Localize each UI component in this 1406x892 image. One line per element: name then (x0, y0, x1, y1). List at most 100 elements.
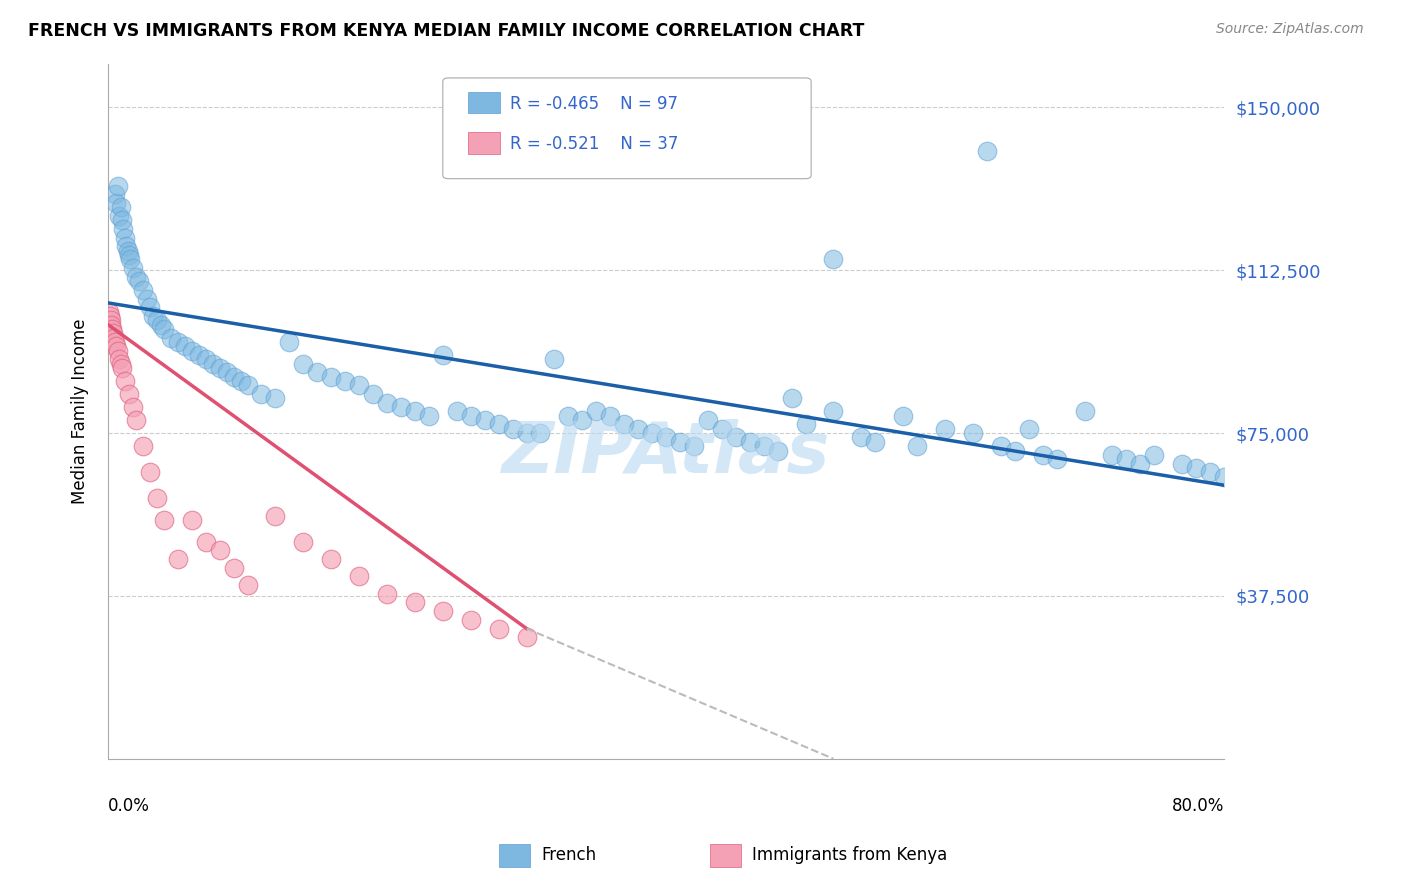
Point (117, 244, 139, 258)
Point (139, 300, 162, 314)
Point (375, 587, 398, 601)
Point (278, 334, 301, 349)
Point (292, 534, 315, 549)
Point (557, 409, 579, 423)
Point (488, 622, 510, 636)
Point (641, 426, 664, 441)
Point (599, 409, 621, 423)
Point (250, 387, 273, 401)
Point (794, 417, 817, 432)
Point (108, 352, 131, 367)
Point (990, 439, 1012, 453)
Point (710, 422, 733, 436)
Point (139, 465, 162, 479)
Point (1129, 457, 1152, 471)
Y-axis label: Median Family Income: Median Family Income (72, 318, 89, 504)
Point (159, 330, 181, 344)
Point (173, 339, 195, 353)
Point (110, 200, 132, 214)
Text: FRENCH VS IMMIGRANTS FROM KENYA MEDIAN FAMILY INCOME CORRELATION CHART: FRENCH VS IMMIGRANTS FROM KENYA MEDIAN F… (28, 22, 865, 40)
Text: Immigrants from Kenya: Immigrants from Kenya (752, 846, 948, 863)
Point (107, 178, 129, 193)
Text: R = -0.521    N = 37: R = -0.521 N = 37 (510, 135, 678, 153)
Point (1171, 457, 1194, 471)
Point (222, 560, 245, 574)
Point (180, 513, 202, 527)
Point (264, 508, 287, 523)
Point (321, 369, 343, 384)
Point (976, 144, 998, 158)
Point (1073, 404, 1095, 418)
Point (132, 439, 155, 453)
Point (585, 404, 607, 418)
Point (1143, 448, 1166, 462)
Point (1032, 448, 1054, 462)
Point (100, 313, 122, 327)
Point (104, 187, 127, 202)
Point (515, 426, 537, 441)
Point (236, 578, 259, 592)
Point (1046, 452, 1069, 467)
Text: ZIPAtlas: ZIPAtlas (502, 418, 831, 488)
Point (103, 330, 125, 344)
Point (98, 304, 121, 318)
Text: R = -0.465    N = 97: R = -0.465 N = 97 (510, 95, 678, 112)
Point (146, 491, 169, 506)
Bar (468, 132, 499, 153)
Point (125, 413, 148, 427)
Point (292, 357, 315, 371)
Point (389, 400, 412, 414)
Point (110, 357, 132, 371)
Point (114, 374, 136, 388)
Point (361, 387, 384, 401)
Point (446, 404, 468, 418)
Point (418, 409, 440, 423)
Point (669, 434, 692, 449)
Point (1018, 422, 1040, 436)
Point (215, 365, 238, 379)
Point (108, 209, 131, 223)
Point (1115, 452, 1137, 467)
Point (122, 261, 145, 276)
Point (101, 326, 124, 341)
Point (1004, 443, 1026, 458)
Point (229, 374, 252, 388)
Point (101, 322, 124, 336)
Point (264, 392, 287, 406)
Point (118, 248, 141, 262)
Point (136, 292, 159, 306)
Point (375, 395, 398, 409)
Point (347, 569, 370, 583)
Point (208, 361, 231, 376)
Point (120, 252, 142, 267)
Text: Source: ZipAtlas.com: Source: ZipAtlas.com (1216, 22, 1364, 37)
Point (321, 552, 343, 566)
Point (474, 413, 496, 427)
Point (347, 378, 370, 392)
Point (125, 269, 148, 284)
Point (132, 283, 155, 297)
Point (905, 439, 928, 453)
Point (194, 534, 217, 549)
Point (166, 552, 188, 566)
Point (1199, 465, 1222, 479)
Point (222, 369, 245, 384)
Point (152, 513, 174, 527)
Bar (468, 92, 499, 113)
Text: French: French (541, 846, 596, 863)
Point (529, 426, 551, 441)
Point (488, 417, 510, 432)
Point (152, 322, 174, 336)
Point (98, 309, 121, 323)
Point (780, 392, 803, 406)
Point (432, 348, 454, 362)
Point (118, 387, 141, 401)
Point (194, 352, 217, 367)
Point (515, 630, 537, 644)
Point (613, 417, 636, 432)
Point (1185, 461, 1208, 475)
Point (404, 595, 426, 609)
Point (104, 334, 127, 349)
Point (891, 409, 914, 423)
Point (166, 334, 188, 349)
